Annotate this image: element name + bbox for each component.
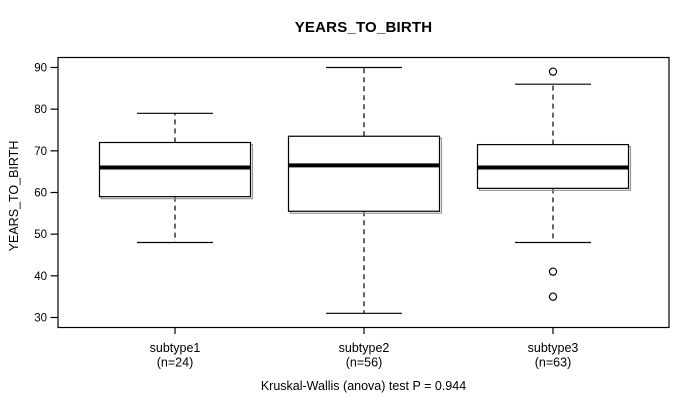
- y-axis-tick-label: 50: [34, 229, 47, 241]
- x-axis-category-label: subtype2: [339, 341, 390, 355]
- iqr-box: [287, 135, 441, 212]
- outlier-point: [548, 292, 558, 301]
- x-axis-n-label: (n=63): [535, 356, 571, 370]
- y-axis-tick-label: 70: [34, 146, 47, 158]
- x-axis-category-label: subtype1: [150, 341, 201, 355]
- y-axis-tick-label: 90: [34, 63, 47, 75]
- iqr-box: [98, 141, 252, 198]
- boxplot-subtype1: subtype1(n=24): [98, 112, 254, 370]
- x-axis-n-label: (n=56): [346, 356, 382, 370]
- x-axis-category-label: subtype3: [528, 341, 579, 355]
- y-axis-tick-label: 30: [34, 313, 47, 325]
- outlier-point: [548, 267, 558, 276]
- y-axis-tick-label: 60: [34, 188, 47, 200]
- y-axis-tick-label: 40: [34, 271, 47, 283]
- stats-caption: Kruskal-Wallis (anova) test P = 0.944: [260, 379, 467, 393]
- boxplot-subtype3: subtype3(n=63): [476, 67, 632, 370]
- x-axis-n-label: (n=24): [157, 356, 193, 370]
- y-axis-tick-label: 80: [34, 104, 47, 116]
- chart-title: YEARS_TO_BIRTH: [294, 19, 433, 36]
- boxplot-subtype2: subtype2(n=56): [287, 66, 443, 370]
- outlier-point: [548, 67, 558, 76]
